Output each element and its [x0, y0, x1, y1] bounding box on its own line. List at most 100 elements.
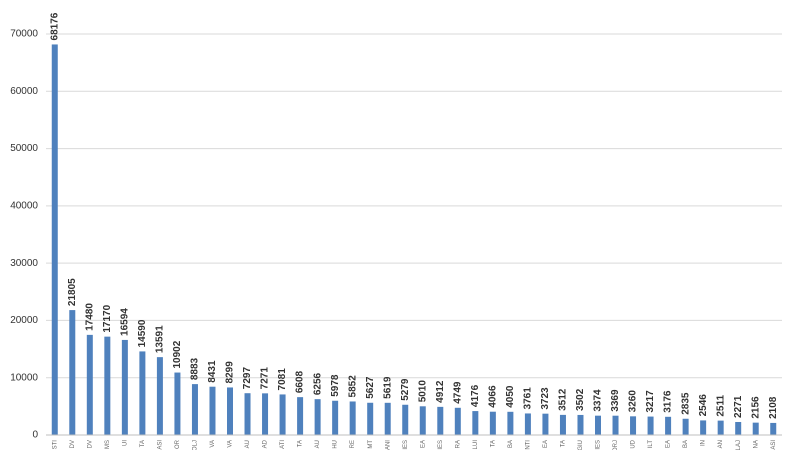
value-label: 7271 — [260, 367, 271, 390]
x-tick-label: GIU — [578, 440, 584, 450]
value-label: 4176 — [470, 384, 481, 407]
bar — [262, 393, 269, 435]
value-label: 16594 — [119, 308, 130, 336]
x-tick-label: ATI — [280, 440, 286, 449]
bar — [437, 406, 444, 435]
value-label: 8299 — [225, 361, 236, 384]
bar — [419, 406, 426, 435]
x-tick-label: OLJ — [193, 440, 199, 450]
value-label: 3374 — [593, 389, 604, 412]
value-label: 14590 — [137, 319, 148, 347]
value-label: 2546 — [698, 394, 709, 417]
y-tick-label: 20000 — [10, 315, 38, 326]
value-label: 7297 — [242, 367, 253, 390]
y-tick-label: 30000 — [10, 258, 38, 269]
x-tick-label: VA — [228, 440, 234, 448]
value-label: 4912 — [435, 380, 446, 403]
bar — [700, 420, 707, 435]
x-tick-label: LUI — [473, 440, 479, 450]
x-tick-label: EA — [543, 440, 549, 448]
bar — [647, 416, 654, 435]
value-label: 5978 — [330, 374, 341, 397]
bar — [349, 401, 356, 435]
bar — [86, 334, 93, 435]
value-label: 5619 — [382, 376, 393, 399]
x-tick-label: ILT — [648, 440, 654, 449]
value-label: 2271 — [733, 395, 744, 418]
y-tick-label: 0 — [32, 430, 38, 441]
value-label: 5279 — [400, 378, 411, 401]
y-tick-label: 40000 — [10, 200, 38, 211]
value-label: 2835 — [680, 392, 691, 415]
x-tick-label: AD — [263, 439, 269, 448]
y-tick-label: 60000 — [10, 86, 38, 97]
x-tick-label: BA — [683, 440, 689, 448]
x-tick-label: AU — [245, 440, 251, 448]
x-tick-label: IES — [403, 440, 409, 450]
x-tick-label: ORJ — [613, 440, 619, 450]
x-tick-label: EA — [666, 440, 672, 448]
value-label: 13591 — [155, 325, 166, 353]
value-label: 68176 — [49, 12, 60, 40]
x-tick-label: TA — [298, 440, 304, 447]
value-label: 3176 — [663, 390, 674, 413]
value-label: 4050 — [505, 385, 516, 408]
bar — [174, 372, 181, 435]
x-tick-label: NA — [753, 440, 759, 448]
x-tick-label: TA — [140, 440, 146, 447]
value-label: 8883 — [190, 357, 201, 380]
x-tick-label: HU — [333, 440, 339, 449]
bar — [156, 357, 163, 435]
value-label: 3217 — [645, 390, 656, 413]
value-label: 3512 — [558, 388, 569, 411]
bar — [191, 384, 198, 435]
bar — [279, 394, 286, 435]
bar — [559, 414, 566, 435]
x-tick-label: IN — [701, 440, 707, 446]
bar — [665, 416, 672, 435]
bar — [384, 402, 391, 435]
x-tick-label: STI — [52, 440, 58, 450]
bar — [735, 421, 742, 435]
bar — [577, 414, 584, 435]
x-tick-label: ASI — [157, 440, 163, 450]
x-tick-label: UI — [122, 440, 128, 446]
value-label: 17170 — [102, 304, 113, 332]
value-label: 5010 — [417, 380, 428, 403]
bar — [542, 413, 549, 435]
x-tick-label: TA — [561, 440, 567, 447]
bar — [752, 422, 759, 435]
bar — [454, 407, 461, 435]
x-tick-label: BA — [508, 440, 514, 448]
bar — [314, 399, 321, 435]
value-label: 10902 — [172, 340, 183, 368]
x-tick-label: VA — [210, 440, 216, 448]
x-tick-label: EA — [420, 440, 426, 448]
x-tick-label: DV — [70, 440, 76, 448]
x-tick-label: RA — [455, 440, 461, 448]
bar — [332, 400, 339, 435]
value-label: 3723 — [540, 387, 551, 410]
y-tick-label: 10000 — [10, 372, 38, 383]
value-label: 3369 — [610, 389, 621, 412]
x-tick-label: MS — [105, 440, 111, 449]
bar — [770, 422, 777, 435]
value-label: 7081 — [277, 368, 288, 391]
x-tick-label: AN — [718, 440, 724, 448]
bar — [682, 418, 689, 435]
bar — [297, 397, 304, 435]
bar — [139, 351, 146, 435]
value-label: 4066 — [487, 385, 498, 408]
x-tick-label: LAJ — [736, 440, 742, 450]
bar — [209, 386, 216, 435]
x-tick-label: ANI — [385, 440, 391, 450]
value-label: 5852 — [347, 375, 358, 398]
value-label: 8431 — [207, 360, 218, 383]
value-label: 3260 — [628, 390, 639, 413]
value-label: 17480 — [84, 303, 95, 331]
bar — [121, 339, 128, 435]
x-tick-label: OR — [175, 439, 181, 449]
x-tick-label: MT — [368, 440, 374, 449]
